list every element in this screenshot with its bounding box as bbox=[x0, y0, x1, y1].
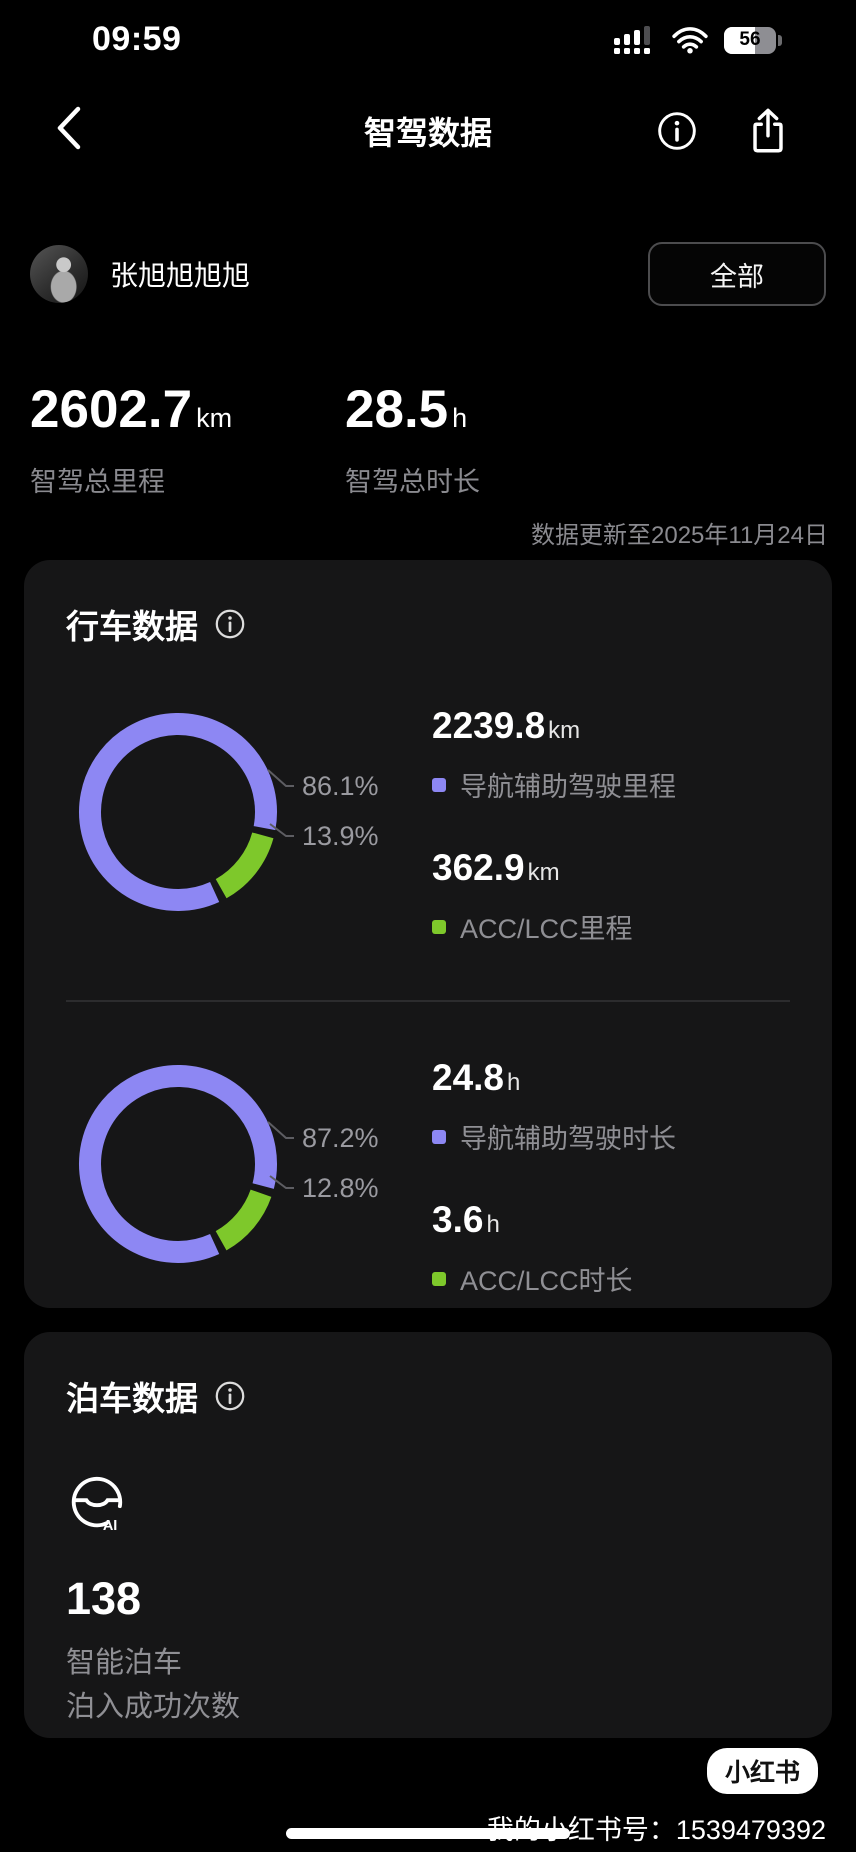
chevron-left-icon bbox=[57, 106, 81, 150]
battery-percent: 56 bbox=[739, 29, 761, 50]
green-legend-swatch bbox=[432, 919, 446, 934]
acc-lcc-distance-value: 362.9 bbox=[432, 847, 525, 888]
parking-card-title: 泊车数据 bbox=[66, 1380, 198, 1417]
purple-legend-swatch bbox=[432, 777, 446, 792]
filter-all-button[interactable]: 全部 bbox=[648, 242, 826, 306]
parking-data-card: 泊车数据 AI 138 智能泊车 泊入成功次数 bbox=[24, 1332, 832, 1738]
info-circle-icon[interactable] bbox=[214, 1380, 246, 1412]
avatar[interactable] bbox=[30, 245, 88, 303]
nav-assist-distance-unit: km bbox=[548, 717, 581, 744]
purple-legend-swatch bbox=[432, 1129, 446, 1144]
duration-major-pct: 87.2% bbox=[302, 1123, 379, 1153]
nav-assist-duration-unit: h bbox=[507, 1069, 521, 1096]
share-export-icon[interactable] bbox=[746, 106, 790, 156]
page-title: 智驾数据 bbox=[363, 115, 492, 151]
back-button[interactable] bbox=[52, 104, 86, 152]
battery-icon: 56 bbox=[724, 26, 782, 54]
svg-text:AI: AI bbox=[103, 1518, 118, 1534]
status-icons: 56 bbox=[614, 26, 782, 54]
leader-line bbox=[269, 1175, 294, 1189]
filter-all-label: 全部 bbox=[710, 261, 764, 292]
nav-assist-distance-label: 导航辅助驾驶里程 bbox=[460, 772, 676, 802]
nav-assist-duration-label: 导航辅助驾驶时长 bbox=[460, 1124, 676, 1154]
total-distance-label: 智驾总里程 bbox=[30, 467, 165, 497]
leader-line bbox=[267, 769, 294, 787]
acc-lcc-distance-metric: 362.9 km ACC/LCC里程 bbox=[432, 846, 676, 946]
summary-metrics: 2602.7 km 智驾总里程 28.5 h 智驾总时长 bbox=[30, 382, 660, 499]
battery-nub bbox=[778, 34, 782, 46]
acc-lcc-duration-value: 3.6 bbox=[432, 1199, 484, 1240]
duration-chart-row: 87.2% 12.8% 24.8 h 导航辅助驾驶时长 3.6 h ACC/LCC时… bbox=[66, 1057, 790, 1298]
leader-line bbox=[267, 1121, 294, 1139]
total-distance-unit: km bbox=[196, 403, 233, 433]
nav-assist-duration-value: 24.8 bbox=[432, 1057, 505, 1098]
distance-donut-chart: 86.1% 13.9% bbox=[79, 713, 379, 911]
status-time: 09:59 bbox=[92, 20, 182, 58]
acc-lcc-duration-metric: 3.6 h ACC/LCC时长 bbox=[432, 1198, 676, 1298]
ai-parking-steering-wheel-icon: AI bbox=[71, 1476, 123, 1534]
nav-assist-distance-value: 2239.8 bbox=[432, 705, 546, 746]
acc-lcc-duration-unit: h bbox=[486, 1211, 500, 1238]
total-duration-unit: h bbox=[452, 403, 468, 433]
divider bbox=[66, 1000, 790, 1002]
acc-lcc-distance-unit: km bbox=[527, 859, 560, 886]
distance-major-pct: 86.1% bbox=[302, 771, 379, 801]
info-circle-icon[interactable] bbox=[214, 608, 246, 640]
total-duration-label: 智驾总时长 bbox=[345, 467, 480, 497]
info-circle-icon[interactable] bbox=[656, 110, 698, 152]
distance-chart-row: 86.1% 13.9% 2239.8 km 导航辅助驾驶里程 362.9 km AC… bbox=[66, 705, 790, 946]
parking-count-value: 138 bbox=[66, 1573, 142, 1624]
parking-label-line1: 智能泊车 bbox=[66, 1647, 183, 1679]
watermark-footer: 小红书 我的小红书号：1539479392 bbox=[487, 1748, 826, 1847]
driving-data-card: 行车数据 86.1% 13.9% 2239.8 km 导航辅助驾驶里程 bbox=[24, 560, 832, 1308]
battery-fill bbox=[724, 26, 756, 54]
data-updated-text: 数据更新至2025年11月24日 bbox=[531, 522, 828, 549]
total-distance-value: 2602.7 bbox=[30, 380, 193, 439]
user-name: 张旭旭旭旭 bbox=[110, 260, 251, 291]
nav-assist-distance-metric: 2239.8 km 导航辅助驾驶里程 bbox=[432, 704, 676, 804]
leader-line bbox=[269, 823, 294, 837]
total-duration-value: 28.5 bbox=[345, 380, 449, 439]
duration-donut-chart: 87.2% 12.8% bbox=[79, 1065, 379, 1263]
summary-total-duration: 28.5 h 智驾总时长 bbox=[345, 382, 660, 499]
summary-total-distance: 2602.7 km 智驾总里程 bbox=[30, 382, 345, 499]
green-legend-swatch bbox=[432, 1271, 446, 1286]
duration-minor-pct: 12.8% bbox=[302, 1173, 379, 1203]
driving-card-title: 行车数据 bbox=[66, 608, 198, 645]
home-indicator[interactable] bbox=[286, 1828, 570, 1839]
acc-lcc-distance-label: ACC/LCC里程 bbox=[460, 914, 633, 944]
xiaohongshu-badge: 小红书 bbox=[706, 1748, 818, 1794]
wifi-icon bbox=[672, 27, 708, 54]
cellular-signal-icon bbox=[614, 26, 650, 54]
distance-minor-pct: 13.9% bbox=[302, 821, 379, 851]
acc-lcc-duration-label: ACC/LCC时长 bbox=[460, 1266, 633, 1296]
user-row: 张旭旭旭旭 全部 bbox=[30, 242, 826, 306]
nav-assist-duration-metric: 24.8 h 导航辅助驾驶时长 bbox=[432, 1056, 676, 1156]
parking-label-line2: 泊入成功次数 bbox=[66, 1691, 241, 1723]
